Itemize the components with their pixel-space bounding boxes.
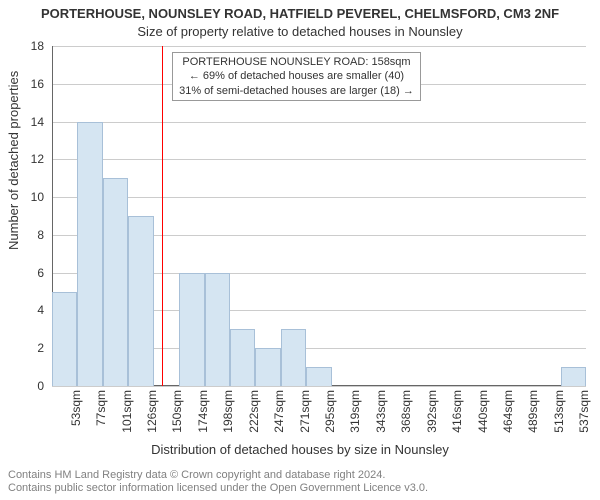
legend-line-3: 31% of semi-detached houses are larger (… (179, 84, 414, 98)
histogram-bar (77, 122, 102, 386)
x-tick-label: 271sqm (298, 390, 312, 433)
y-tick-label: 8 (24, 228, 44, 242)
legend-line-1: PORTERHOUSE NOUNSLEY ROAD: 158sqm (179, 55, 414, 69)
histogram-bar (128, 216, 153, 386)
x-tick-label: 150sqm (170, 390, 184, 433)
x-tick-label: 222sqm (247, 390, 261, 433)
histogram-bar (230, 329, 255, 386)
gridline (52, 122, 586, 123)
x-tick-label: 392sqm (425, 390, 439, 433)
y-tick-label: 12 (24, 152, 44, 166)
x-tick-label: 416sqm (450, 390, 464, 433)
legend-box: PORTERHOUSE NOUNSLEY ROAD: 158sqm← 69% o… (172, 52, 421, 101)
x-tick-label: 440sqm (476, 390, 490, 433)
histogram-bar (281, 329, 306, 386)
y-tick-label: 10 (24, 190, 44, 204)
y-tick-label: 6 (24, 266, 44, 280)
title-line-2: Size of property relative to detached ho… (0, 24, 600, 39)
y-axis-label: Number of detached properties (6, 71, 21, 250)
y-tick-label: 4 (24, 303, 44, 317)
histogram-bar (306, 367, 331, 386)
histogram-bar (561, 367, 586, 386)
chart-container: PORTERHOUSE, NOUNSLEY ROAD, HATFIELD PEV… (0, 0, 600, 500)
x-tick-label: 53sqm (69, 390, 83, 426)
x-tick-label: 464sqm (501, 390, 515, 433)
x-tick-label: 77sqm (94, 390, 108, 426)
x-tick-label: 343sqm (374, 390, 388, 433)
x-tick-label: 247sqm (272, 390, 286, 433)
gridline (52, 386, 586, 387)
histogram-bar (205, 273, 230, 386)
y-tick-label: 18 (24, 39, 44, 53)
footer-attribution: Contains HM Land Registry data © Crown c… (8, 469, 428, 497)
x-tick-label: 319sqm (348, 390, 362, 433)
plot-area: PORTERHOUSE NOUNSLEY ROAD: 158sqm← 69% o… (52, 46, 586, 386)
footer-line-1: Contains HM Land Registry data © Crown c… (8, 469, 428, 483)
x-axis-label: Distribution of detached houses by size … (0, 442, 600, 457)
footer-line-2: Contains public sector information licen… (8, 482, 428, 496)
y-tick-label: 2 (24, 341, 44, 355)
x-tick-label: 174sqm (196, 390, 210, 433)
title-line-1: PORTERHOUSE, NOUNSLEY ROAD, HATFIELD PEV… (0, 6, 600, 21)
x-tick-label: 537sqm (577, 390, 591, 433)
y-tick-label: 16 (24, 77, 44, 91)
x-tick-label: 126sqm (145, 390, 159, 433)
gridline (52, 46, 586, 47)
histogram-bar (255, 348, 280, 386)
histogram-bar (179, 273, 204, 386)
histogram-bar (103, 178, 128, 386)
reference-line (162, 46, 163, 386)
x-tick-label: 198sqm (221, 390, 235, 433)
legend-line-2: ← 69% of detached houses are smaller (40… (179, 69, 414, 83)
x-tick-label: 513sqm (552, 390, 566, 433)
x-tick-label: 295sqm (323, 390, 337, 433)
y-tick-label: 14 (24, 115, 44, 129)
x-tick-label: 368sqm (399, 390, 413, 433)
histogram-bar (52, 292, 77, 386)
y-tick-label: 0 (24, 379, 44, 393)
x-tick-label: 489sqm (526, 390, 540, 433)
gridline (52, 159, 586, 160)
gridline (52, 197, 586, 198)
x-tick-label: 101sqm (120, 390, 134, 433)
